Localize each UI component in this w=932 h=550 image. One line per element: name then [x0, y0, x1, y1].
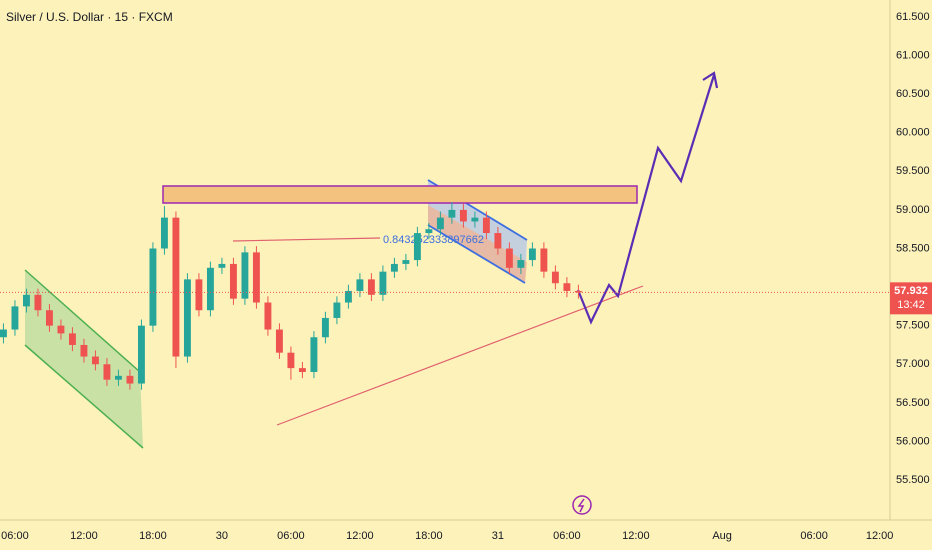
- candle-body: [183, 279, 191, 357]
- x-tick-label: 12:00: [622, 530, 650, 542]
- candle-body: [413, 233, 421, 261]
- candle-body: [471, 217, 479, 222]
- x-tick-label: 12:00: [346, 530, 374, 542]
- candle-body: [425, 229, 433, 234]
- candle-body: [528, 248, 536, 261]
- candle-body: [34, 294, 42, 311]
- y-tick-label: 55.500: [896, 474, 930, 486]
- candle-body: [287, 352, 295, 369]
- candle-body: [206, 267, 214, 311]
- x-tick-label: 06:00: [277, 530, 305, 542]
- y-tick-label: 59.500: [896, 165, 930, 177]
- candle-body: [494, 233, 502, 249]
- countdown: 13:42: [897, 299, 925, 311]
- y-tick-label: 61.500: [896, 11, 930, 23]
- x-tick-label: 06:00: [553, 530, 581, 542]
- candle-body: [68, 333, 76, 345]
- trend-line: [232, 237, 381, 242]
- channel: [428, 205, 527, 283]
- candle-body: [57, 325, 65, 334]
- candle-body: [344, 290, 352, 303]
- candle-body: [310, 337, 318, 372]
- event-icon: [572, 495, 592, 515]
- y-tick-label: 56.000: [896, 435, 930, 447]
- candle-body: [517, 260, 525, 268]
- y-tick-label: 57.000: [896, 358, 930, 370]
- candle-body: [22, 294, 30, 307]
- y-tick-label: 60.500: [896, 88, 930, 100]
- chart-title: Silver / U.S. Dollar · 15 · FXCM: [6, 10, 173, 24]
- candle-body: [160, 217, 168, 249]
- annotation: 0.843252333897662: [383, 234, 484, 246]
- y-tick-label: 61.000: [896, 49, 930, 61]
- candle-body: [80, 344, 88, 357]
- x-tick-label: 30: [216, 530, 228, 542]
- candle-body: [367, 279, 375, 295]
- candle-body: [91, 356, 99, 365]
- candle-body: [264, 302, 272, 330]
- candle-body: [379, 271, 387, 295]
- arrow-head: [702, 71, 719, 89]
- x-tick-label: 12:00: [70, 530, 98, 542]
- candle-body: [195, 279, 203, 311]
- channel-line: [24, 344, 144, 449]
- candle-body: [459, 209, 467, 222]
- x-tick-label: 31: [492, 530, 504, 542]
- y-tick-label: 58.500: [896, 242, 930, 254]
- candle-body: [252, 252, 260, 303]
- candle-body: [436, 217, 444, 230]
- price-label: 57.932: [894, 285, 928, 297]
- candle-body: [505, 248, 513, 268]
- candle-body: [321, 317, 329, 338]
- candle-body: [172, 217, 180, 357]
- candle-body: [218, 263, 226, 268]
- candle-body: [45, 310, 53, 326]
- candle-body: [11, 306, 19, 330]
- x-tick-label: 12:00: [866, 530, 894, 542]
- price-label-box: [890, 282, 932, 315]
- candle-body: [0, 329, 7, 338]
- trend-line: [276, 285, 644, 426]
- candle-body: [563, 283, 571, 291]
- candle-body: [149, 248, 157, 326]
- x-tick-label: 18:00: [415, 530, 443, 542]
- candle-body: [390, 263, 398, 272]
- x-tick-label: 06:00: [1, 530, 29, 542]
- candle-body: [356, 279, 364, 291]
- candle-body: [298, 368, 306, 372]
- candle-body: [574, 290, 582, 293]
- resistance-zone: [162, 185, 638, 204]
- projection-path: [576, 74, 716, 325]
- candle-body: [103, 364, 111, 380]
- candle-body: [551, 271, 559, 284]
- candle-body: [275, 329, 283, 353]
- event-icon: [577, 498, 585, 513]
- channel-line: [427, 224, 526, 284]
- y-tick-label: 56.500: [896, 397, 930, 409]
- candle-body: [241, 252, 249, 299]
- x-tick-label: 18:00: [139, 530, 167, 542]
- x-tick-label: Aug: [712, 530, 732, 542]
- candle-body: [482, 217, 490, 234]
- candle-body: [333, 302, 341, 318]
- y-tick-label: 59.000: [896, 204, 930, 216]
- candle-body: [448, 209, 456, 218]
- candle-body: [137, 325, 145, 384]
- candle-body: [229, 263, 237, 299]
- candle-body: [540, 248, 548, 272]
- y-tick-label: 60.000: [896, 127, 930, 139]
- y-tick-label: 57.500: [896, 320, 930, 332]
- candle-body: [402, 260, 410, 264]
- candle-body: [126, 375, 134, 384]
- candle-body: [114, 375, 122, 380]
- x-tick-label: 06:00: [800, 530, 828, 542]
- channel-line: [24, 269, 141, 373]
